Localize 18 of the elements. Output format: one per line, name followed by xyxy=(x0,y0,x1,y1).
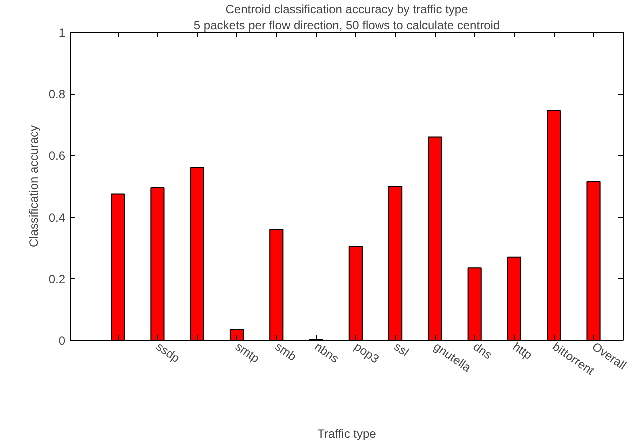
y-tick-label: 0.4 xyxy=(48,210,66,225)
x-tick-label: ssl xyxy=(392,340,412,360)
chart-title: Centroid classification accuracy by traffic type xyxy=(226,2,469,16)
x-tick-label: pop3 xyxy=(352,340,382,367)
y-tick-label: 0 xyxy=(58,334,66,348)
y-tick-label: 1 xyxy=(58,26,66,40)
x-tick-label: ssdp xyxy=(154,340,183,366)
x-tick-label: smb xyxy=(272,340,300,364)
y-axis-title: Classification accuracy xyxy=(26,125,41,248)
x-tick-label: smtp xyxy=(233,340,263,366)
y-tick-label: 0.8 xyxy=(48,88,66,102)
y-tick-label: 0.2 xyxy=(48,272,66,286)
chart-subtitle: 5 packets per flow direction, 50 flows to calculate centroid xyxy=(194,18,500,32)
y-tick-label: 0.6 xyxy=(48,149,66,164)
x-axis-title: Traffic type xyxy=(318,426,377,441)
x-tick-label: nbns xyxy=(312,340,342,366)
x-tick-label: http xyxy=(510,340,536,363)
x-tick-label: dns xyxy=(470,340,495,362)
